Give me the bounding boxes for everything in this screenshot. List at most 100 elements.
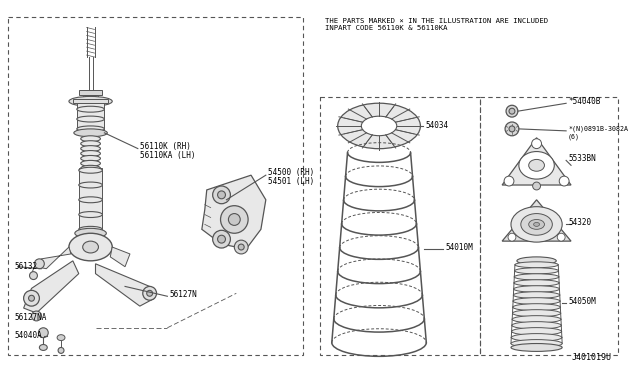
Ellipse shape [559,176,569,186]
Text: 54050M: 54050M [568,297,596,306]
Ellipse shape [513,304,561,311]
Text: INPART CODE 56110K & 56110KA: INPART CODE 56110K & 56110KA [325,25,447,32]
Ellipse shape [143,286,157,300]
Text: 56127NA: 56127NA [15,314,47,323]
Ellipse shape [38,328,48,338]
Ellipse shape [35,259,44,269]
Ellipse shape [513,298,560,305]
Ellipse shape [77,106,104,112]
Ellipse shape [517,257,556,265]
Ellipse shape [81,155,100,161]
Bar [320,97,481,355]
Text: 54010M: 54010M [445,243,473,251]
Ellipse shape [557,233,565,241]
Ellipse shape [515,262,558,268]
Ellipse shape [212,230,230,248]
Ellipse shape [74,129,108,137]
Ellipse shape [77,116,104,122]
Ellipse shape [505,122,519,136]
Ellipse shape [83,241,99,253]
Text: 54040A: 54040A [15,331,42,340]
Ellipse shape [31,311,42,321]
Polygon shape [95,264,155,306]
Ellipse shape [532,182,541,190]
Ellipse shape [238,244,244,250]
Ellipse shape [221,206,248,233]
Ellipse shape [511,328,561,335]
Ellipse shape [511,334,562,341]
Text: 5533BN: 5533BN [568,154,596,163]
Ellipse shape [79,197,102,203]
Text: *54040B: *54040B [568,97,600,106]
Ellipse shape [512,316,561,323]
Ellipse shape [508,233,516,241]
Ellipse shape [362,116,397,136]
Polygon shape [502,138,571,185]
Text: 56127N: 56127N [170,290,197,299]
Ellipse shape [532,139,541,148]
Ellipse shape [212,186,230,204]
Polygon shape [36,247,71,269]
Bar [8,17,303,355]
Text: 56110KA (LH): 56110KA (LH) [140,151,195,160]
Text: 54034: 54034 [426,121,449,131]
Ellipse shape [81,160,100,166]
Polygon shape [502,200,571,241]
Ellipse shape [69,233,112,261]
Ellipse shape [57,335,65,341]
Ellipse shape [81,165,100,171]
Ellipse shape [24,291,40,306]
Ellipse shape [218,191,225,199]
Ellipse shape [338,103,420,149]
Ellipse shape [515,268,559,274]
Ellipse shape [79,227,102,232]
Ellipse shape [40,344,47,350]
Bar [79,168,102,232]
Bar [481,97,618,355]
Ellipse shape [513,310,561,317]
Text: 56132: 56132 [15,262,38,271]
Ellipse shape [79,182,102,188]
Ellipse shape [509,108,515,114]
Polygon shape [24,261,79,313]
Ellipse shape [29,272,37,279]
Text: *(N)0891B-3082A: *(N)0891B-3082A [568,126,628,132]
Text: 54501 (LH): 54501 (LH) [268,177,314,186]
Ellipse shape [58,347,64,353]
Ellipse shape [234,240,248,254]
Bar [79,90,102,96]
Ellipse shape [514,286,559,292]
Bar [73,99,108,103]
Ellipse shape [504,176,514,186]
Ellipse shape [511,340,562,347]
Bar [83,96,99,99]
Ellipse shape [506,105,518,117]
Ellipse shape [218,235,225,243]
Ellipse shape [79,167,102,173]
Ellipse shape [511,343,562,352]
Ellipse shape [514,280,559,286]
Polygon shape [110,247,130,267]
Ellipse shape [509,126,515,132]
Ellipse shape [515,274,559,280]
Polygon shape [202,175,266,249]
Ellipse shape [29,295,35,301]
Text: 56110K (RH): 56110K (RH) [140,142,191,151]
Ellipse shape [521,214,552,235]
Text: THE PARTS MARKED × IN THE ILLUSTRATION ARE INCLUDED: THE PARTS MARKED × IN THE ILLUSTRATION A… [325,17,548,23]
Ellipse shape [79,212,102,218]
Text: J401019U: J401019U [571,353,611,362]
Ellipse shape [77,126,104,132]
Ellipse shape [81,141,100,147]
Ellipse shape [75,228,106,238]
Ellipse shape [534,222,540,227]
Text: 54320: 54320 [568,218,591,227]
Ellipse shape [529,219,545,229]
Ellipse shape [81,151,100,157]
Text: (6): (6) [568,134,580,140]
Ellipse shape [147,291,152,296]
Ellipse shape [511,207,562,242]
Ellipse shape [81,136,100,142]
Ellipse shape [512,322,561,329]
Bar [77,103,104,133]
